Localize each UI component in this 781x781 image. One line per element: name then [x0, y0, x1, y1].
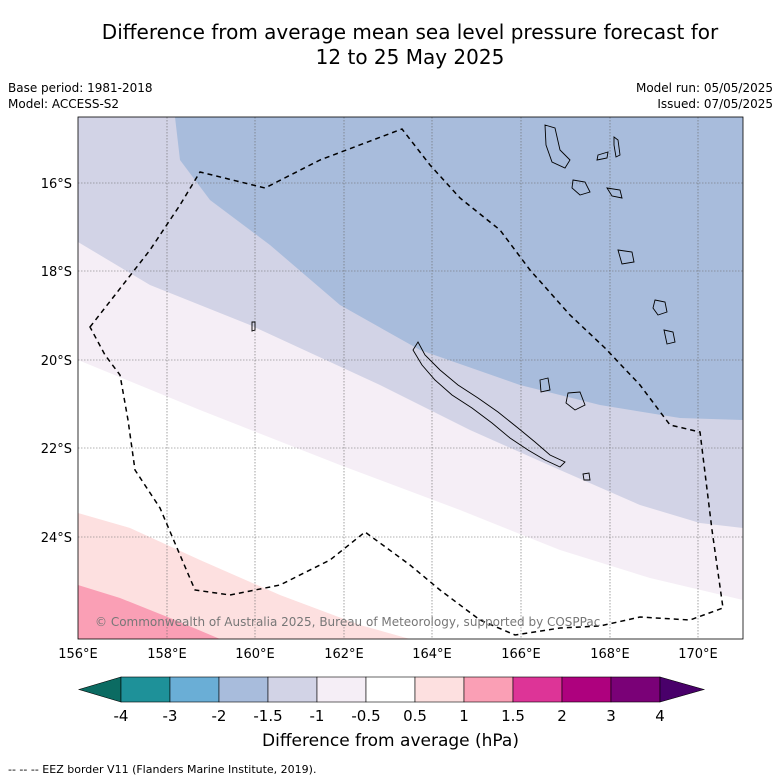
colorbar-title: Difference from average (hPa) — [262, 731, 519, 751]
colorbar-segment — [610, 676, 661, 703]
colorbar-tick-label: 4 — [655, 707, 665, 725]
lon-label: 156°E — [58, 647, 98, 662]
title-line-1: Difference from average mean sea level p… — [101, 20, 719, 44]
colorbar-segment — [561, 676, 612, 703]
meta-left: Base period: 1981-2018 Model: ACCESS-S2 — [8, 80, 153, 112]
lon-label: 158°E — [147, 647, 187, 662]
island-isle-of-pines — [582, 472, 591, 481]
band-plus-1 — [78, 585, 220, 639]
colorbar-extend-max — [659, 676, 706, 703]
coastlines — [251, 124, 676, 481]
island-erromango — [652, 299, 668, 316]
lon-label: 170°E — [678, 647, 718, 662]
graticule — [78, 117, 743, 639]
colorbar-tick-label: -1 — [310, 707, 325, 725]
map-title: Difference from average mean sea level p… — [0, 20, 781, 70]
longitude-labels: 156°E 158°E 160°E 162°E 164°E 166°E 168°… — [58, 647, 718, 662]
map-frame — [77, 116, 744, 640]
base-period: Base period: 1981-2018 — [8, 81, 153, 95]
colorbar-segment — [267, 676, 318, 703]
colorbar-tick-label: 2 — [557, 707, 567, 725]
lat-label: 20°S — [41, 354, 72, 369]
island-epi — [606, 187, 623, 199]
colorbar-tick-label: -1.5 — [253, 707, 282, 725]
colorbar: -4 -3 -2 -1.5 -1 -0.5 0.5 1 1.5 2 3 4 — [77, 676, 706, 725]
colorbar-extend-min — [77, 676, 122, 703]
colorbar-segment — [218, 676, 269, 703]
colorbar-segment — [316, 676, 367, 703]
island-maewo — [613, 136, 621, 158]
island-tanna — [663, 329, 676, 345]
lon-label: 168°E — [590, 647, 630, 662]
eez-legend-footer: -- -- -- EEZ border V11 (Flanders Marine… — [8, 763, 317, 776]
colorbar-segment — [463, 676, 514, 703]
colorbar-tick-label: 1 — [459, 707, 469, 725]
island-lifou — [565, 391, 586, 411]
lat-label: 22°S — [41, 442, 72, 457]
title-line-2: 12 to 25 May 2025 — [315, 45, 505, 69]
island-espiritu-santo — [544, 124, 571, 169]
colorbar-segment — [414, 676, 465, 703]
model-name: Model: ACCESS-S2 — [8, 97, 120, 111]
island-malakula — [571, 179, 591, 196]
meta-right: Model run: 05/05/2025 Issued: 07/05/2025 — [636, 80, 773, 112]
island-chesterfield — [251, 321, 256, 332]
lat-label: 16°S — [41, 177, 72, 192]
issued-date: Issued: 07/05/2025 — [657, 97, 773, 111]
island-efate — [617, 249, 635, 265]
copyright-notice: © Commonwealth of Australia 2025, Bureau… — [95, 615, 600, 629]
colorbar-segment — [512, 676, 563, 703]
colorbar-tick-label: -0.5 — [351, 707, 380, 725]
lon-label: 164°E — [412, 647, 452, 662]
colorbar-tick-label: 3 — [606, 707, 616, 725]
eez-border — [89, 128, 724, 636]
model-run: Model run: 05/05/2025 — [635, 81, 773, 95]
lat-label: 24°S — [41, 531, 72, 546]
pressure-anomaly-field — [78, 117, 743, 639]
band-plus-0.5 — [78, 513, 410, 639]
island-ambae — [596, 151, 609, 161]
lon-label: 162°E — [324, 647, 364, 662]
colorbar-segment — [169, 676, 220, 703]
colorbar-tick-label: -2 — [212, 707, 227, 725]
new-caledonia-outline — [412, 341, 566, 468]
colorbar-tick-label: 1.5 — [501, 707, 525, 725]
colorbar-segment — [120, 676, 171, 703]
colorbar-tick-label: -4 — [114, 707, 129, 725]
latitude-labels: 16°S 18°S 20°S 22°S 24°S — [41, 177, 72, 546]
lon-label: 160°E — [235, 647, 275, 662]
colorbar-tick-label: 0.5 — [403, 707, 427, 725]
lat-label: 18°S — [41, 265, 72, 280]
lon-label: 166°E — [501, 647, 541, 662]
island-ouvea — [539, 377, 551, 393]
colorbar-segment — [365, 676, 416, 703]
colorbar-tick-label: -3 — [163, 707, 178, 725]
band-minus-1.5 — [175, 117, 743, 420]
